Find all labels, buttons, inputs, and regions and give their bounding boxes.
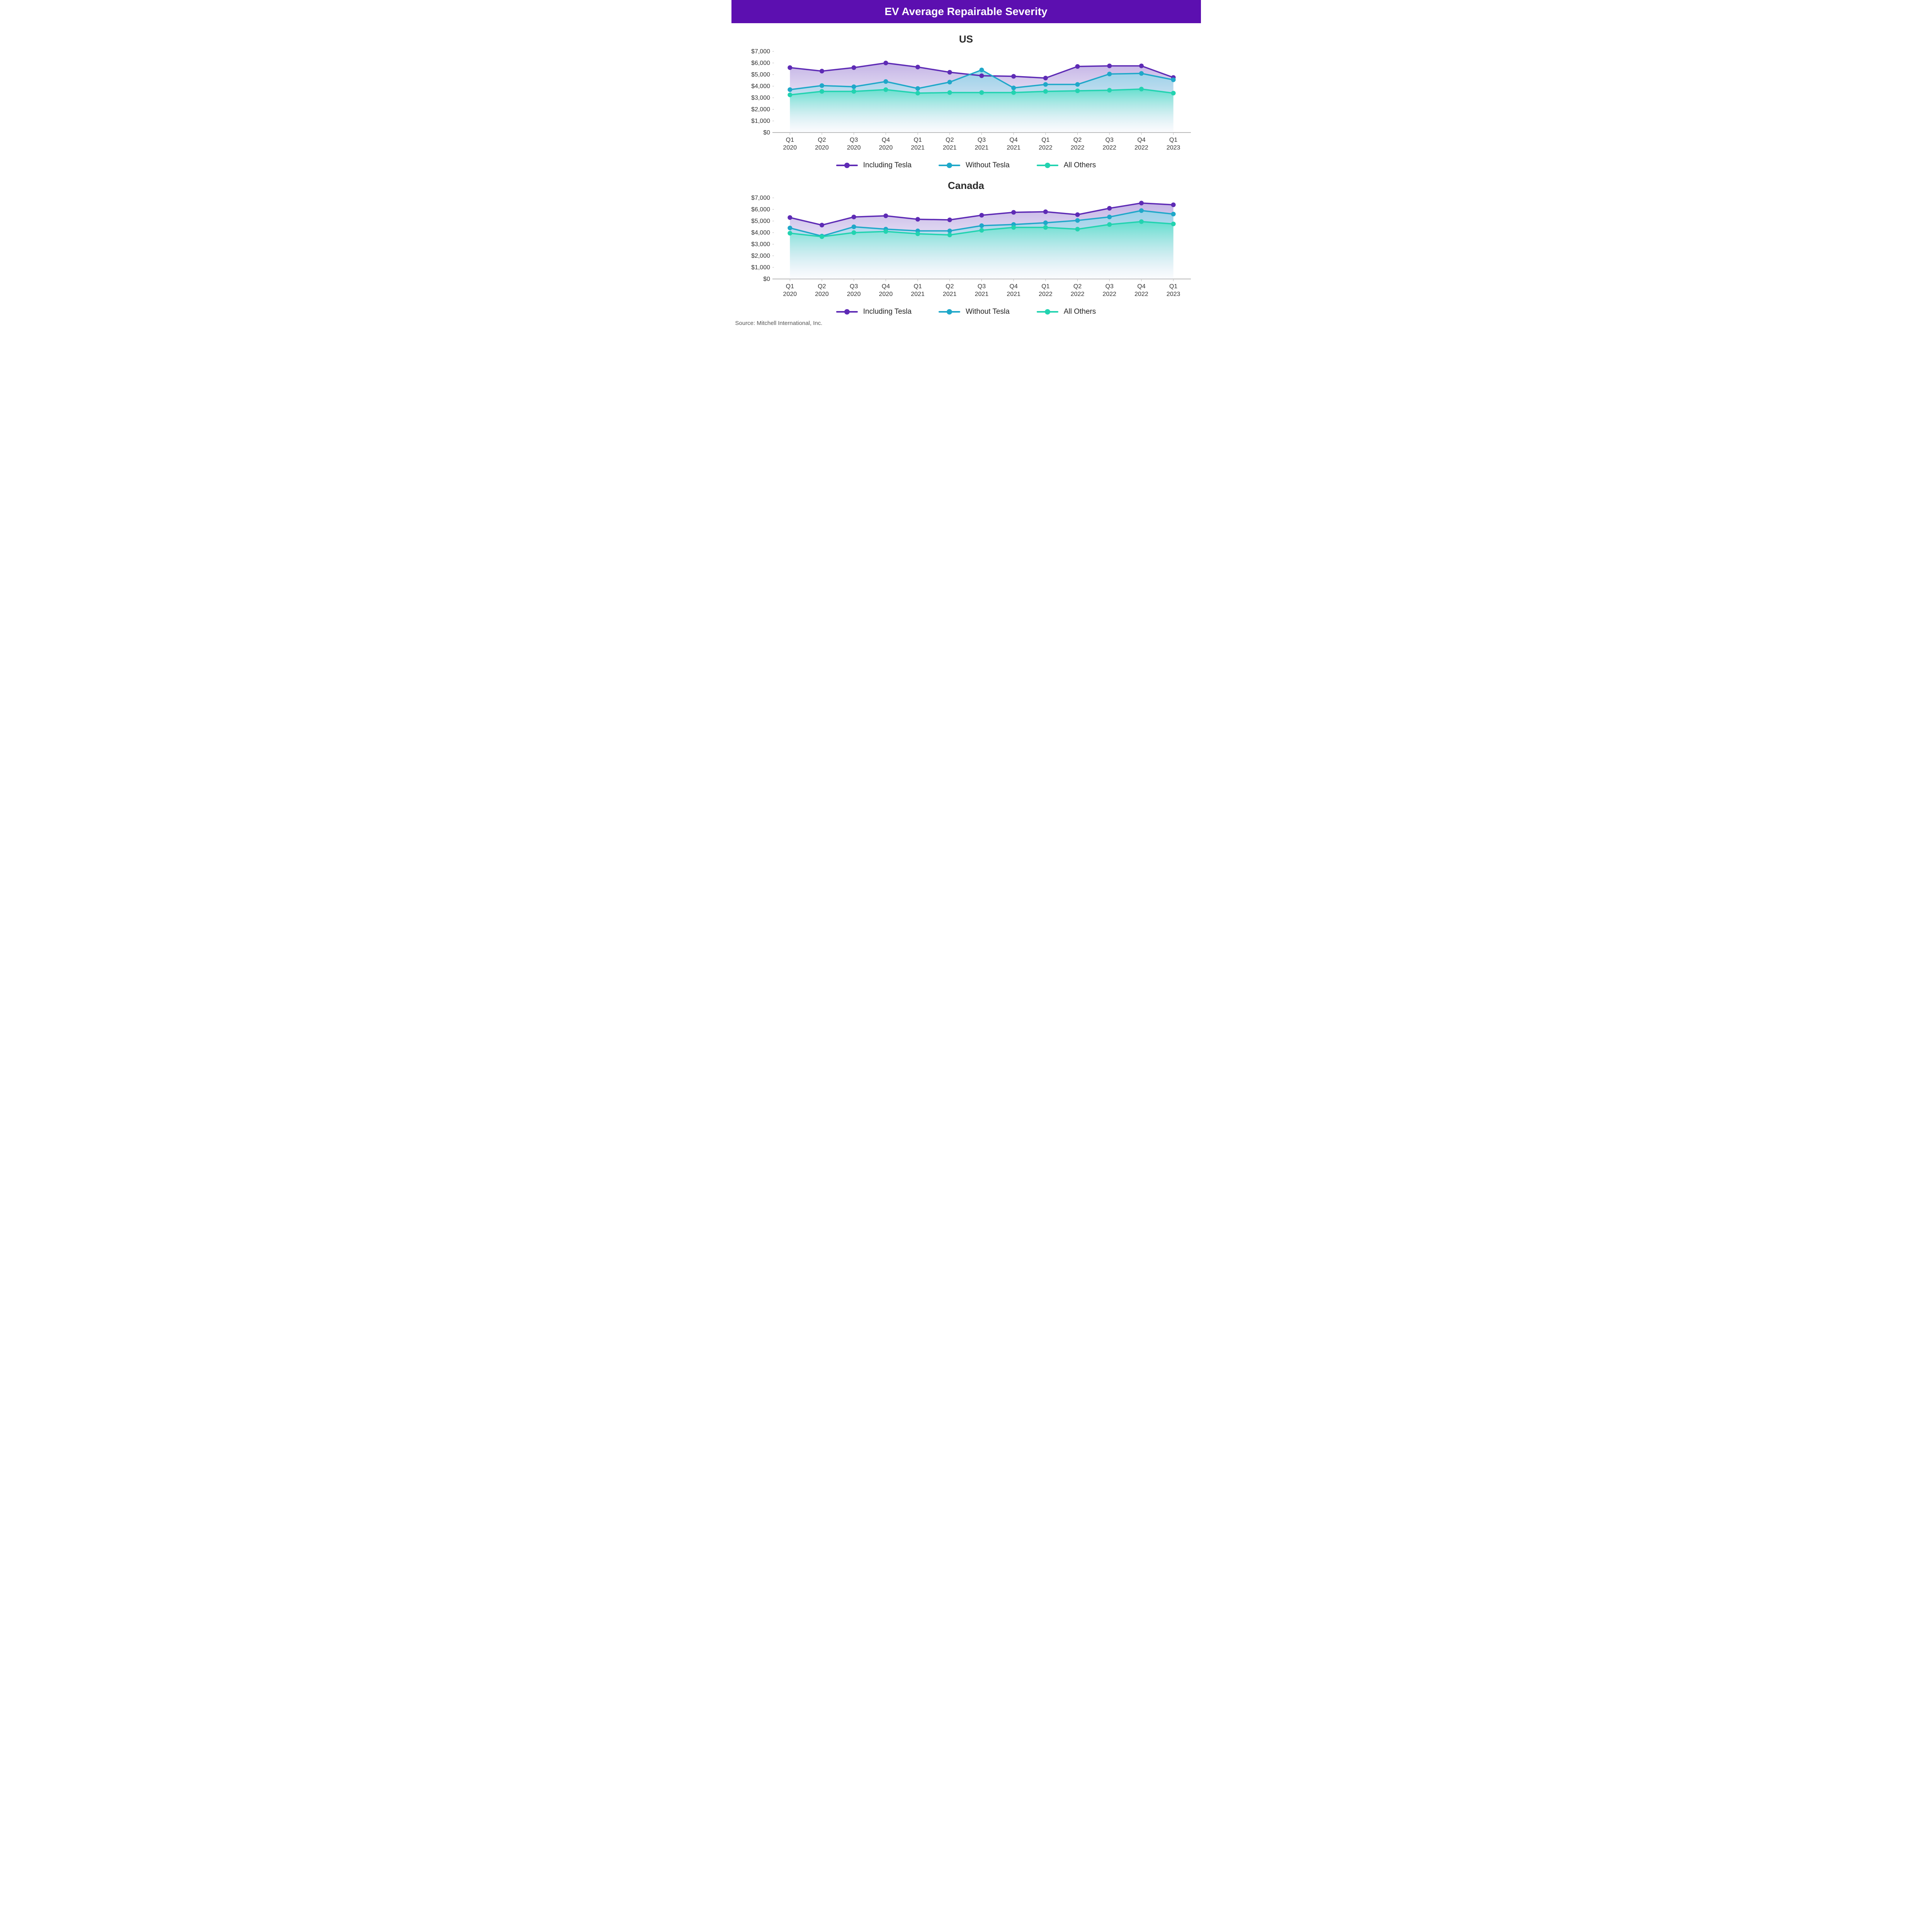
svg-text:2022: 2022 <box>1134 291 1148 298</box>
svg-text:2020: 2020 <box>783 291 797 298</box>
svg-text:$7,000: $7,000 <box>751 195 770 201</box>
legend-item-incl_tesla: Including Tesla <box>836 308 912 316</box>
legend-item-all_others: All Others <box>1037 308 1096 316</box>
svg-text:$3,000: $3,000 <box>751 241 770 248</box>
svg-text:2020: 2020 <box>879 145 893 151</box>
chart-canada: $0 $1,000 $2,000 $3,000 $4,000 $5,000 $6,000 $7… <box>739 194 1193 302</box>
svg-text:Q2: Q2 <box>946 137 954 143</box>
svg-text:$4,000: $4,000 <box>751 83 770 90</box>
svg-text:2023: 2023 <box>1166 291 1180 298</box>
svg-text:2021: 2021 <box>911 291 925 298</box>
legend-swatch-incl_tesla <box>836 162 858 168</box>
legend-label-all_others: All Others <box>1064 161 1096 170</box>
svg-text:Q2: Q2 <box>818 137 826 143</box>
svg-text:$7,000: $7,000 <box>751 48 770 55</box>
legend-label-all_others: All Others <box>1064 308 1096 316</box>
legend-item-without_tesla: Without Tesla <box>939 161 1010 170</box>
svg-text:Q2: Q2 <box>1073 137 1081 143</box>
legend-item-all_others: All Others <box>1037 161 1096 170</box>
svg-text:Q1: Q1 <box>1169 283 1177 290</box>
legend-swatch-without_tesla <box>939 309 960 315</box>
svg-text:Q1: Q1 <box>913 283 922 290</box>
chart-title-us: US <box>731 33 1201 45</box>
svg-text:Q1: Q1 <box>786 137 794 143</box>
svg-text:$5,000: $5,000 <box>751 218 770 224</box>
svg-text:$0: $0 <box>763 129 770 136</box>
svg-text:2022: 2022 <box>1102 291 1116 298</box>
legend-swatch-all_others <box>1037 309 1058 315</box>
svg-text:Q4: Q4 <box>881 283 889 290</box>
svg-text:2022: 2022 <box>1102 145 1116 151</box>
svg-text:Q1: Q1 <box>1169 137 1177 143</box>
svg-text:2022: 2022 <box>1134 145 1148 151</box>
legend-canada: Including Tesla Without Tesla All Others <box>731 308 1201 316</box>
svg-text:Q3: Q3 <box>977 137 985 143</box>
svg-text:$0: $0 <box>763 276 770 282</box>
svg-text:2021: 2021 <box>911 145 925 151</box>
svg-text:Q4: Q4 <box>881 137 889 143</box>
legend-label-without_tesla: Without Tesla <box>966 308 1010 316</box>
svg-text:$1,000: $1,000 <box>751 264 770 271</box>
svg-text:Q1: Q1 <box>1041 283 1049 290</box>
svg-text:2021: 2021 <box>975 291 988 298</box>
svg-text:$2,000: $2,000 <box>751 253 770 259</box>
svg-text:Q3: Q3 <box>1105 137 1113 143</box>
svg-text:Q4: Q4 <box>1137 283 1145 290</box>
svg-text:$3,000: $3,000 <box>751 95 770 101</box>
svg-text:$1,000: $1,000 <box>751 118 770 124</box>
legend-us: Including Tesla Without Tesla All Others <box>731 161 1201 170</box>
svg-text:Q4: Q4 <box>1009 283 1017 290</box>
svg-text:Q1: Q1 <box>913 137 922 143</box>
legend-swatch-incl_tesla <box>836 309 858 315</box>
svg-text:Q3: Q3 <box>977 283 985 290</box>
svg-text:2022: 2022 <box>1039 291 1053 298</box>
legend-label-incl_tesla: Including Tesla <box>863 308 912 316</box>
svg-text:Q4: Q4 <box>1009 137 1017 143</box>
chart-us: $0 $1,000 $2,000 $3,000 $4,000 $5,000 $6,000 $7… <box>739 48 1193 156</box>
svg-text:2021: 2021 <box>1007 145 1020 151</box>
legend-item-without_tesla: Without Tesla <box>939 308 1010 316</box>
svg-text:Q2: Q2 <box>946 283 954 290</box>
svg-text:2020: 2020 <box>879 291 893 298</box>
source-attribution: Source: Mitchell International, Inc. <box>735 320 1201 327</box>
svg-text:2023: 2023 <box>1166 145 1180 151</box>
svg-text:2020: 2020 <box>847 291 861 298</box>
svg-text:2021: 2021 <box>1007 291 1020 298</box>
svg-text:2020: 2020 <box>815 291 829 298</box>
svg-text:Q3: Q3 <box>1105 283 1113 290</box>
svg-text:Q2: Q2 <box>818 283 826 290</box>
svg-text:Q4: Q4 <box>1137 137 1145 143</box>
svg-text:$2,000: $2,000 <box>751 106 770 113</box>
legend-swatch-without_tesla <box>939 162 960 168</box>
svg-text:2021: 2021 <box>943 145 957 151</box>
svg-text:2020: 2020 <box>847 145 861 151</box>
page-title: EV Average Repairable Severity <box>731 0 1201 23</box>
chart-title-canada: Canada <box>731 180 1201 192</box>
legend-label-without_tesla: Without Tesla <box>966 161 1010 170</box>
svg-text:Q2: Q2 <box>1073 283 1081 290</box>
svg-text:Q3: Q3 <box>850 137 858 143</box>
svg-text:2022: 2022 <box>1070 291 1084 298</box>
svg-text:2022: 2022 <box>1039 145 1053 151</box>
svg-text:$6,000: $6,000 <box>751 60 770 66</box>
svg-text:$6,000: $6,000 <box>751 206 770 213</box>
svg-text:2022: 2022 <box>1070 145 1084 151</box>
legend-swatch-all_others <box>1037 162 1058 168</box>
svg-text:Q1: Q1 <box>1041 137 1049 143</box>
legend-item-incl_tesla: Including Tesla <box>836 161 912 170</box>
svg-text:Q1: Q1 <box>786 283 794 290</box>
svg-text:2020: 2020 <box>783 145 797 151</box>
svg-text:Q3: Q3 <box>850 283 858 290</box>
svg-text:$4,000: $4,000 <box>751 230 770 236</box>
svg-text:2021: 2021 <box>943 291 957 298</box>
svg-text:$5,000: $5,000 <box>751 71 770 78</box>
svg-text:2021: 2021 <box>975 145 988 151</box>
svg-text:2020: 2020 <box>815 145 829 151</box>
legend-label-incl_tesla: Including Tesla <box>863 161 912 170</box>
